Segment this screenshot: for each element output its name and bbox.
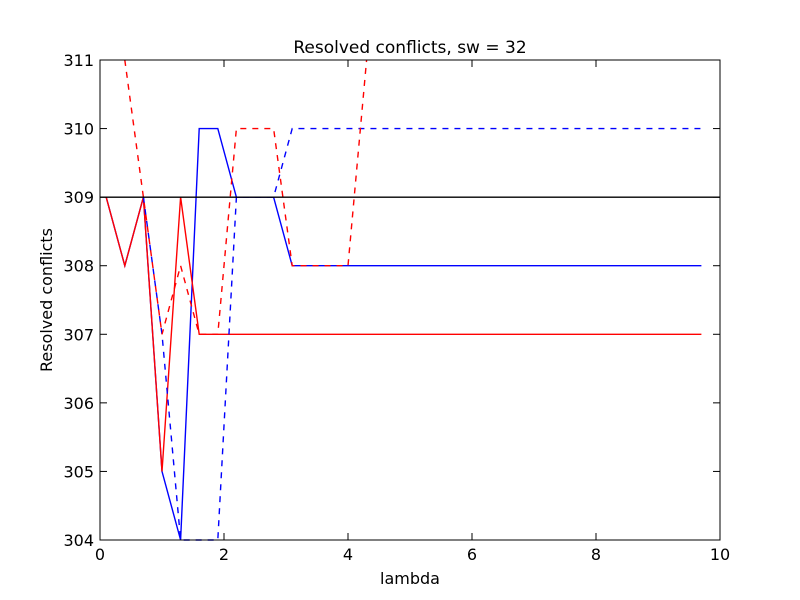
x-tick-label: 2 xyxy=(219,545,229,564)
series-line-2 xyxy=(105,196,702,472)
y-tick-label: 307 xyxy=(63,325,94,344)
y-tick-label: 304 xyxy=(63,531,94,550)
y-tick-label: 311 xyxy=(63,51,94,70)
x-tick-label: 0 xyxy=(95,545,105,564)
x-tick-label: 10 xyxy=(710,545,730,564)
x-tick-label: 6 xyxy=(467,545,477,564)
chart-title: Resolved conflicts, sw = 32 xyxy=(293,38,526,58)
y-tick-label: 306 xyxy=(63,394,94,413)
y-tick-label: 305 xyxy=(63,462,94,481)
plot-frame xyxy=(99,59,721,541)
y-tick-label: 308 xyxy=(63,257,94,276)
y-axis-label: Resolved conflicts xyxy=(37,228,56,372)
series-layer xyxy=(99,59,721,541)
x-tick-label: 8 xyxy=(591,545,601,564)
y-tick-label: 309 xyxy=(63,188,94,207)
y-tick-label: 310 xyxy=(63,120,94,139)
series-line-3 xyxy=(142,127,702,541)
x-tick-label: 4 xyxy=(343,545,353,564)
tick-layer: 0 2 4 6 8 10 304 305 306 307 308 309 310 311 xyxy=(63,51,730,564)
plot-background xyxy=(100,60,720,540)
x-axis-label: lambda xyxy=(380,569,440,588)
